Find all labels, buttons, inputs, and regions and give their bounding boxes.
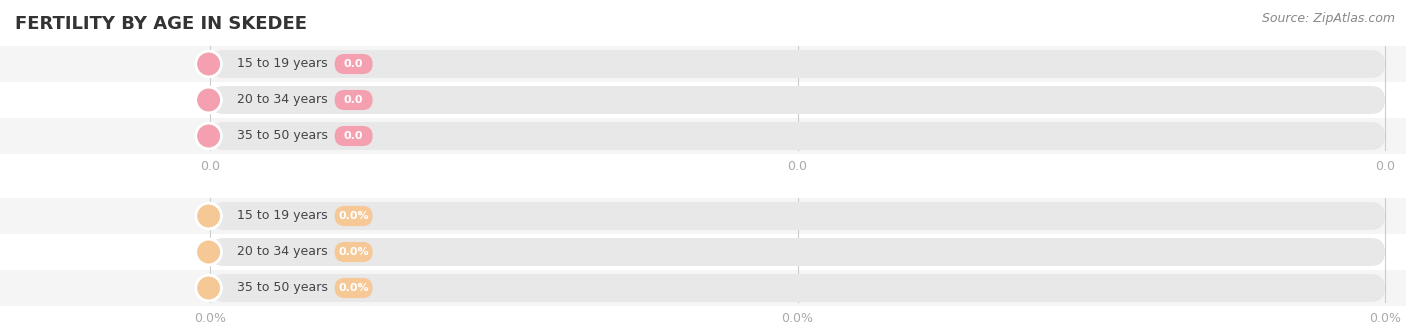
Circle shape — [195, 123, 222, 149]
FancyBboxPatch shape — [209, 50, 1385, 78]
Text: 0.0%: 0.0% — [339, 211, 368, 221]
Circle shape — [195, 51, 222, 77]
Text: 20 to 34 years: 20 to 34 years — [236, 93, 328, 107]
Circle shape — [195, 239, 222, 265]
FancyBboxPatch shape — [335, 126, 373, 146]
FancyBboxPatch shape — [209, 238, 1385, 266]
Text: 15 to 19 years: 15 to 19 years — [236, 57, 328, 71]
Text: FERTILITY BY AGE IN SKEDEE: FERTILITY BY AGE IN SKEDEE — [15, 15, 307, 33]
Text: 0.0: 0.0 — [1375, 160, 1395, 173]
Text: 0.0: 0.0 — [787, 160, 807, 173]
Bar — [0, 82, 1406, 118]
Bar — [0, 270, 1406, 306]
Text: 35 to 50 years: 35 to 50 years — [236, 129, 328, 143]
Text: 0.0%: 0.0% — [1369, 312, 1400, 325]
Text: 0.0%: 0.0% — [782, 312, 814, 325]
Circle shape — [195, 203, 222, 229]
FancyBboxPatch shape — [209, 86, 1385, 114]
Bar — [0, 118, 1406, 154]
Text: 15 to 19 years: 15 to 19 years — [236, 210, 328, 222]
Text: 0.0%: 0.0% — [194, 312, 226, 325]
Bar — [0, 198, 1406, 234]
Text: 0.0: 0.0 — [344, 59, 363, 69]
FancyBboxPatch shape — [209, 274, 1385, 302]
Text: 0.0: 0.0 — [344, 95, 363, 105]
Text: 0.0%: 0.0% — [339, 283, 368, 293]
FancyBboxPatch shape — [209, 202, 1385, 230]
Circle shape — [195, 275, 222, 301]
Bar — [0, 46, 1406, 82]
FancyBboxPatch shape — [209, 122, 1385, 150]
FancyBboxPatch shape — [335, 54, 373, 74]
FancyBboxPatch shape — [335, 278, 373, 298]
Text: 0.0: 0.0 — [200, 160, 219, 173]
Text: 0.0%: 0.0% — [339, 247, 368, 257]
Text: 0.0: 0.0 — [344, 131, 363, 141]
Text: 35 to 50 years: 35 to 50 years — [236, 281, 328, 294]
FancyBboxPatch shape — [335, 206, 373, 226]
Circle shape — [195, 87, 222, 113]
Bar — [0, 234, 1406, 270]
FancyBboxPatch shape — [335, 90, 373, 110]
Text: Source: ZipAtlas.com: Source: ZipAtlas.com — [1263, 12, 1395, 25]
FancyBboxPatch shape — [335, 242, 373, 262]
Text: 20 to 34 years: 20 to 34 years — [236, 246, 328, 258]
